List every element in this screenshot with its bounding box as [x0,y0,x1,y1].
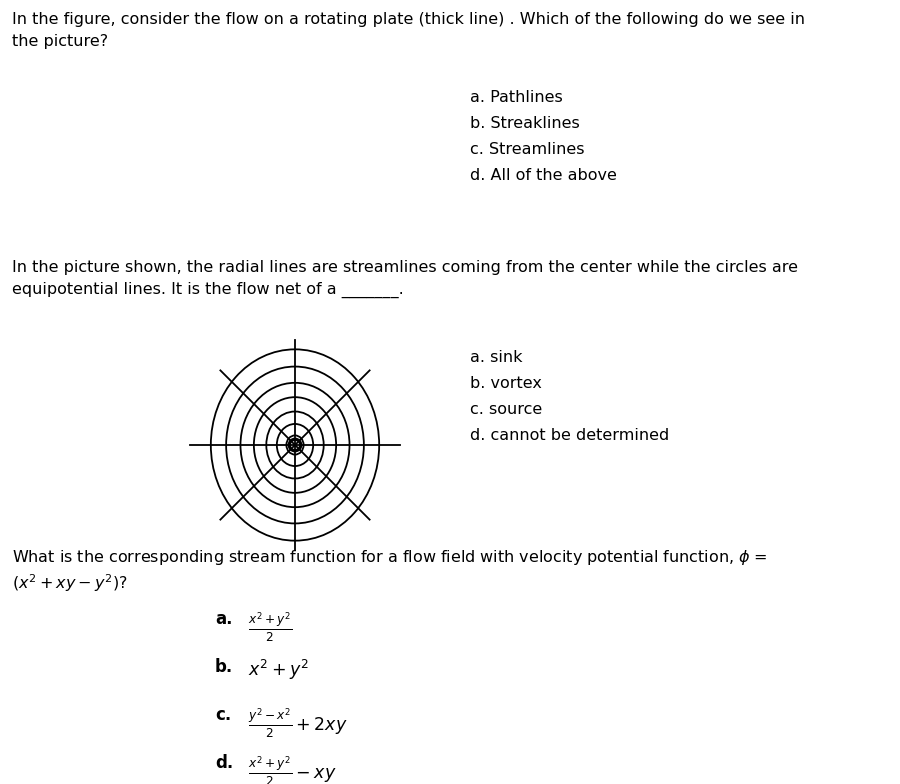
Text: In the figure, consider the flow on a rotating plate (thick line) . Which of the: In the figure, consider the flow on a ro… [12,12,805,27]
Text: $(x^2 + xy - y^2)$?: $(x^2 + xy - y^2)$? [12,572,128,593]
Text: In the picture shown, the radial lines are streamlines coming from the center wh: In the picture shown, the radial lines a… [12,260,798,275]
Circle shape [288,438,302,452]
Text: c. Streamlines: c. Streamlines [470,142,584,157]
Text: d. cannot be determined: d. cannot be determined [470,428,670,443]
Text: $\frac{y^2-x^2}{2} + 2xy$: $\frac{y^2-x^2}{2} + 2xy$ [248,706,347,740]
Text: $\frac{x^2+y^2}{2}$: $\frac{x^2+y^2}{2}$ [248,610,292,644]
Text: b.: b. [215,658,233,676]
Circle shape [292,441,298,448]
Text: equipotential lines. It is the flow net of a _______.: equipotential lines. It is the flow net … [12,282,404,298]
Text: b. vortex: b. vortex [470,376,542,391]
Text: d.: d. [215,754,233,772]
Text: d. All of the above: d. All of the above [470,168,616,183]
Text: b. Streaklines: b. Streaklines [470,116,580,131]
Text: a. Pathlines: a. Pathlines [470,90,562,105]
Text: $\frac{x^2+y^2}{2} - xy$: $\frac{x^2+y^2}{2} - xy$ [248,754,337,784]
Text: the picture?: the picture? [12,34,108,49]
Text: c. source: c. source [470,402,542,417]
Text: What is the corresponding stream function for a flow field with velocity potenti: What is the corresponding stream functio… [12,548,768,567]
Text: $x^2 + y^2$: $x^2 + y^2$ [248,658,309,682]
Text: a.: a. [215,610,232,628]
Text: c.: c. [215,706,231,724]
Text: a. sink: a. sink [470,350,523,365]
